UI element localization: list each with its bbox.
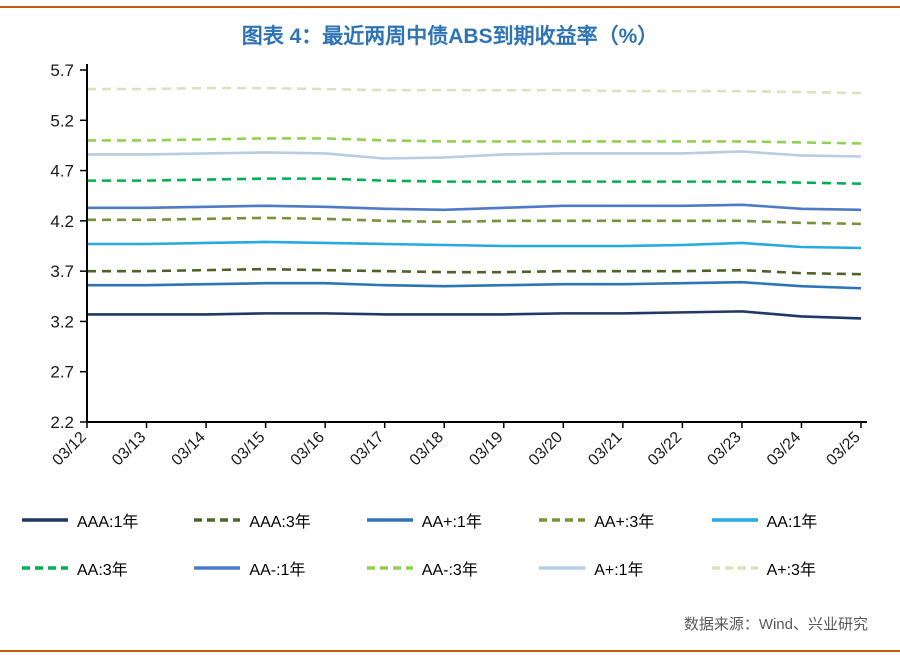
y-axis-tick-label: 4.7 — [50, 162, 74, 181]
legend-item: AA:3年 — [22, 556, 188, 580]
series-line — [87, 137, 862, 145]
series-line — [87, 216, 862, 226]
series-line — [87, 267, 862, 276]
x-axis-tick-label: 03/16 — [288, 429, 328, 469]
series-line — [87, 203, 862, 212]
legend-line-swatch — [22, 518, 68, 522]
x-axis-tick-label: 03/17 — [347, 429, 387, 469]
series-line — [87, 150, 862, 160]
series-line — [87, 177, 862, 185]
legend-line-swatch — [539, 518, 586, 522]
legend-line-swatch — [22, 566, 68, 570]
data-source-note: 数据来源：Wind、兴业研究 — [683, 616, 868, 633]
legend-item: AA+:3年 — [539, 508, 705, 532]
legend-label: A+:3年 — [766, 562, 816, 579]
legend-item: AA+:1年 — [366, 508, 533, 532]
x-axis-tick-label: 03/24 — [764, 429, 804, 469]
series-line — [87, 310, 862, 320]
legend-line-swatch — [366, 518, 413, 522]
y-axis-tick-label: 4.2 — [50, 212, 74, 231]
y-axis-tick-label: 3.7 — [50, 262, 74, 281]
legend-label: A+:1年 — [594, 562, 644, 579]
bottom-accent-rule — [0, 650, 900, 652]
legend-line-swatch — [539, 566, 586, 570]
legend-item: A+:1年 — [539, 556, 705, 580]
chart-legend: AAA:1年 AAA:3年 AA+:1年 AA+:3年 AA:1年 AA:3年 AA-:1年… — [22, 508, 878, 580]
legend-item: AAA:1年 — [22, 508, 188, 532]
legend-label: AA+:1年 — [421, 514, 482, 531]
x-axis-tick-label: 03/14 — [169, 429, 209, 469]
x-axis-tick-label: 03/21 — [585, 429, 625, 469]
series-line — [87, 280, 862, 290]
x-axis-tick-label: 03/15 — [228, 429, 268, 469]
legend-item: AA-:3年 — [366, 556, 533, 580]
legend-label: AAA:3年 — [249, 514, 311, 531]
legend-line-swatch — [194, 518, 241, 522]
legend-item: A+:3年 — [711, 556, 878, 580]
legend-line-swatch — [711, 566, 758, 570]
legend-label: AA:1年 — [766, 514, 818, 531]
yield-line-chart: 2.2 2.7 3.2 3.7 4.2 4.7 5.2 5.7 03/12 03/13 03/14 0… — [49, 61, 867, 469]
legend-label: AA-:3年 — [421, 562, 478, 579]
legend-label: AA:3年 — [77, 562, 128, 579]
legend-item: AA-:1年 — [194, 556, 360, 580]
y-axis-tick-label: 2.7 — [50, 363, 74, 382]
legend-line-swatch — [194, 566, 241, 570]
x-axis-tick-label: 03/13 — [109, 429, 149, 469]
legend-item: AAA:3年 — [194, 508, 360, 532]
y-axis-tick-label: 5.7 — [50, 61, 74, 80]
legend-line-swatch — [711, 518, 758, 522]
x-axis-tick-label: 03/20 — [526, 429, 566, 469]
x-axis-tick-label: 03/18 — [407, 429, 447, 469]
series-line — [87, 86, 862, 95]
x-axis-tick-label: 03/12 — [49, 429, 89, 469]
y-axis-tick-label: 3.2 — [50, 312, 74, 331]
x-axis-tick-label: 03/22 — [645, 429, 685, 469]
x-axis-tick-label: 03/19 — [466, 429, 506, 469]
x-axis-tick-label: 03/23 — [704, 429, 744, 469]
y-axis-tick-label: 5.2 — [50, 111, 74, 130]
legend-label: AA+:3年 — [594, 514, 655, 531]
legend-line-swatch — [366, 566, 413, 570]
legend-label: AAA:1年 — [77, 514, 139, 531]
legend-label: AA-:1年 — [249, 562, 306, 579]
series-line — [87, 240, 862, 250]
y-axis-tick-label: 2.2 — [50, 413, 74, 432]
top-accent-rule — [0, 6, 900, 8]
x-axis-tick-label: 03/25 — [823, 429, 863, 469]
chart-title: 图表 4：最近两周中债ABS到期收益率（%） — [241, 25, 659, 48]
legend-item: AA:1年 — [711, 508, 878, 532]
